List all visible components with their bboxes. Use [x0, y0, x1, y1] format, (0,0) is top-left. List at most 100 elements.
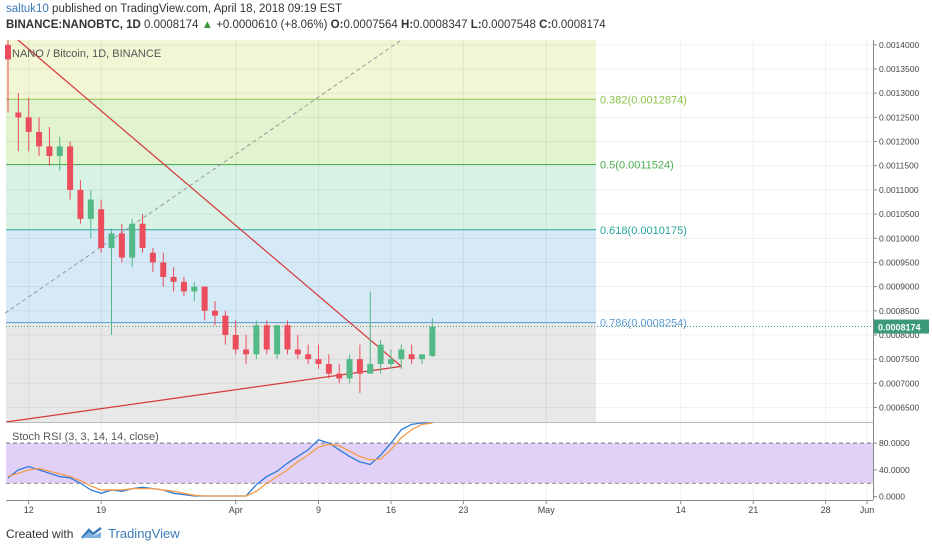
- y-tick-label: 0.0013500: [879, 64, 919, 74]
- osc-tick-label: 0.0000: [879, 492, 905, 502]
- candle-body: [15, 112, 22, 118]
- main-pane: 0.382(0.0012874) 0.5(0.0011524) 0.618(0.00…: [4, 39, 873, 500]
- last-price-label: 0.0008174: [878, 323, 921, 333]
- y-tick-label: 0.0010500: [879, 209, 919, 219]
- y-tick-label: 0.0012000: [879, 137, 919, 147]
- candle-body: [77, 189, 84, 219]
- symbol-label: BINANCE:NANOBTC, 1D: [6, 19, 141, 31]
- candle-body: [98, 209, 105, 248]
- open-label: O:: [330, 19, 344, 31]
- fib-zone: [6, 164, 596, 230]
- candle-body: [5, 44, 11, 60]
- y-tick-label: 0.0009000: [879, 282, 919, 292]
- candle-body: [25, 117, 32, 132]
- candle-body: [263, 325, 270, 350]
- y-tick-label: 0.0008000: [879, 330, 919, 340]
- open-value: 0.0007564: [343, 19, 398, 31]
- fib-zone: [6, 322, 596, 422]
- x-tick-label: 21: [748, 505, 758, 515]
- candle-body: [336, 373, 343, 379]
- high-value: 0.0008347: [413, 19, 468, 31]
- x-tick-label: 16: [386, 505, 396, 515]
- candle-body: [294, 349, 301, 355]
- candle-body: [108, 233, 115, 248]
- y-tick-label: 0.0012500: [879, 112, 919, 122]
- candle-body: [212, 310, 218, 316]
- candle-body: [408, 354, 415, 360]
- fib-zone: [6, 229, 596, 323]
- candle-body: [253, 325, 260, 355]
- candle-body: [67, 146, 74, 190]
- candle-body: [274, 325, 281, 355]
- candle-body: [129, 223, 136, 258]
- candle-body: [429, 326, 436, 357]
- candle-body: [377, 344, 384, 364]
- x-tick-label: 23: [458, 505, 468, 515]
- candle-body: [170, 276, 177, 282]
- candle-body: [56, 146, 63, 157]
- tradingview-brand-link[interactable]: TradingView: [108, 526, 180, 541]
- close-value: 0.0008174: [551, 19, 606, 31]
- indicator-legend: Stoch RSI (3, 3, 14, 14, close): [12, 431, 159, 443]
- fib-trend-line: [4, 39, 402, 314]
- x-tick-label: May: [538, 505, 556, 515]
- x-tick-label: 19: [96, 505, 106, 515]
- candle-body: [180, 281, 187, 292]
- candle-body: [36, 131, 43, 147]
- candle-body: [160, 262, 167, 277]
- y-tick-label: 0.0007500: [879, 354, 919, 364]
- chart-legend: NANO / Bitcoin, 1D, BINANCE: [12, 48, 161, 60]
- close-label: C:: [539, 19, 552, 31]
- candle-body: [305, 354, 312, 360]
- axes: 0.0014000 0.0013500 0.0013000 0.0012500 0.00…: [6, 40, 929, 515]
- publish-info: saltuk10 published on TradingView.com, A…: [6, 3, 342, 15]
- candle-body: [201, 286, 208, 311]
- y-tick-label: 0.0011500: [879, 161, 919, 171]
- created-with-text: Created with: [6, 527, 74, 541]
- candle-body: [325, 363, 332, 374]
- y-tick-label: 0.0011000: [879, 185, 919, 195]
- price-value: 0.0008174: [144, 19, 199, 31]
- candle-body: [315, 359, 322, 364]
- candle-body: [419, 354, 425, 360]
- up-arrow-icon: ▲: [201, 19, 213, 31]
- candle-body: [232, 334, 239, 350]
- price-chart[interactable]: 0.382(0.0012874) 0.5(0.0011524) 0.618(0.00…: [0, 0, 932, 520]
- candle-body: [243, 349, 250, 355]
- fib-level-label: 0.618(0.0010175): [600, 225, 687, 237]
- osc-tick-label: 40.0000: [879, 465, 910, 475]
- fib-zone: [6, 99, 596, 165]
- overbought-band: [6, 443, 873, 484]
- stoch-rsi-pane: [6, 422, 873, 497]
- y-tick-label: 0.0006500: [879, 402, 919, 412]
- candle-body: [222, 315, 229, 335]
- fib-level-label: 0.5(0.0011524): [600, 160, 674, 172]
- support-line: [5, 365, 402, 423]
- candle-body: [118, 233, 125, 258]
- low-label: L:: [470, 19, 482, 31]
- osc-tick-label: 80.0000: [879, 438, 910, 448]
- candle-body: [87, 199, 94, 219]
- y-tick-label: 0.0007000: [879, 378, 919, 388]
- candle-body: [387, 359, 394, 364]
- candle-body: [367, 363, 374, 374]
- candle-body: [356, 359, 363, 374]
- candle-body: [398, 349, 405, 360]
- symbol-info: BINANCE:NANOBTC, 1D 0.0008174 ▲ +0.00006…: [6, 19, 606, 31]
- candle-body: [139, 223, 146, 248]
- y-tick-label: 0.0010000: [879, 233, 919, 243]
- candle-body: [346, 359, 353, 379]
- fib-level-label: 0.786(0.0008254): [600, 318, 687, 330]
- last-price-tag: [874, 319, 929, 334]
- candle-body: [46, 146, 53, 157]
- author-link[interactable]: saltuk10: [6, 3, 49, 15]
- y-tick-label: 0.0009500: [879, 257, 919, 267]
- candle-body: [284, 325, 291, 350]
- y-tick-label: 0.0014000: [879, 40, 919, 50]
- x-tick-label: 9: [316, 505, 321, 515]
- stoch-series-line: [7, 422, 433, 497]
- low-value: 0.0007548: [481, 19, 536, 31]
- x-tick-label: 14: [676, 505, 686, 515]
- fib-zone: [6, 40, 596, 100]
- y-tick-label: 0.0013000: [879, 88, 919, 98]
